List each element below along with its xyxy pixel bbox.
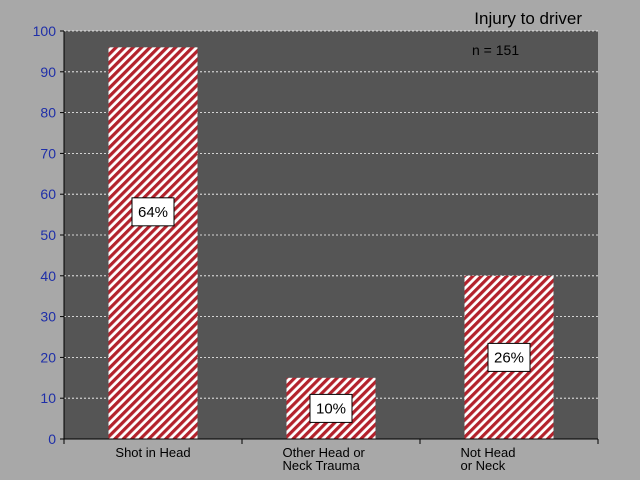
y-tick-label: 60 [40,186,56,202]
y-tick-label: 40 [40,268,56,284]
x-tick-label: Not Head or Neck [461,445,516,473]
data-label: 10% [316,400,346,417]
x-tick-label-line: or Neck [461,458,506,473]
y-tick-label: 10 [40,390,56,406]
y-tick-label: 80 [40,105,56,121]
x-tick-label-line: Shot in Head [115,445,190,460]
chart-title: Injury to driver [474,9,582,28]
y-tick-label: 50 [40,227,56,243]
x-tick-label-line: Not Head [461,445,516,460]
bar [108,47,198,439]
data-label-box [487,342,531,372]
x-tick-label-line: Other Head or [283,445,366,460]
sample-size-annotation: n = 151 [472,42,519,58]
data-label-box [309,393,353,423]
bars [108,47,554,439]
y-tick-label: 90 [40,64,56,80]
x-tick-label: Other Head or Neck Trauma [283,445,366,473]
data-label: 26% [494,349,524,366]
data-label-box [131,197,175,227]
x-tick-label: Shot in Head [115,445,190,460]
y-tick-label: 30 [40,309,56,325]
y-tick-label: 0 [48,431,56,447]
y-axis-ticks: 0 10 20 30 40 50 60 70 80 90 100 [33,23,64,447]
y-tick-label: 20 [40,349,56,365]
x-axis-ticks: Shot in Head Other Head or Neck Trauma Not … [63,439,599,473]
data-label: 64% [138,204,168,221]
x-tick-label-line: Neck Trauma [283,458,361,473]
data-labels: 64% 10% 26% [131,197,531,423]
y-tick-label: 100 [33,23,57,39]
y-tick-label: 70 [40,145,56,161]
